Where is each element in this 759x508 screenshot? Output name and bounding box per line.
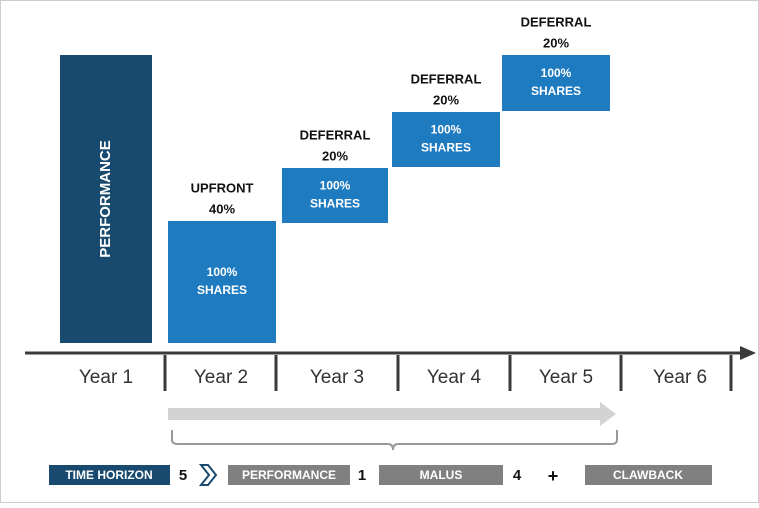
year-label: Year 6 [653,367,707,388]
year-label: Year 5 [539,367,593,388]
year-label: Year 2 [194,367,248,388]
performance-label: PERFORMANCE [97,140,114,258]
share-block [282,168,388,223]
block-share: 40% [209,201,235,216]
years: Year 1 Year 2 Year 3 Year 4 Year 5 Year 6 [79,355,733,391]
bracket [171,430,618,451]
block-title: DEFERRAL [521,14,592,29]
year-label: Year 4 [427,367,482,388]
malus-value: 4 [513,467,522,484]
block-content: SHARES [310,197,360,211]
share-block [168,221,276,343]
performance-box [228,465,350,485]
malus-box [379,465,503,485]
block-share: 20% [433,92,459,107]
blocks: UPFRONT 40% 100% SHARES DEFERRAL 20% 100% SHARE… [168,14,610,343]
share-block [392,112,500,167]
block-content: 100% [207,265,238,279]
year-label: Year 3 [310,367,364,388]
block-title: DEFERRAL [411,71,482,86]
range-bar [168,408,600,420]
time-horizon: TIME HORIZON [65,468,152,482]
clawback: CLAWBACK [613,468,683,482]
performance-value: 1 [358,467,366,484]
chevron [198,464,218,486]
performance-bar [60,55,152,343]
block-content: 100% [431,123,462,137]
plus: + [548,466,559,486]
block-content: SHARES [421,141,471,155]
block-share: 20% [543,35,569,50]
performance: PERFORMANCE [242,468,336,482]
block-content: SHARES [531,84,581,98]
axis-arrow [740,346,756,360]
time-horizon-box [49,465,170,485]
share-block [502,55,610,111]
block-title: DEFERRAL [300,127,371,142]
year-label: Year 1 [79,367,133,388]
block-share: 20% [322,148,348,163]
range-arrow [600,402,616,426]
time-horizon-value: 5 [179,467,187,484]
clawback-box [585,465,712,485]
malus: MALUS [420,468,463,482]
block-content: SHARES [197,283,247,297]
block-title: UPFRONT [191,180,254,195]
block-content: 100% [541,66,572,80]
block-content: 100% [320,179,351,193]
